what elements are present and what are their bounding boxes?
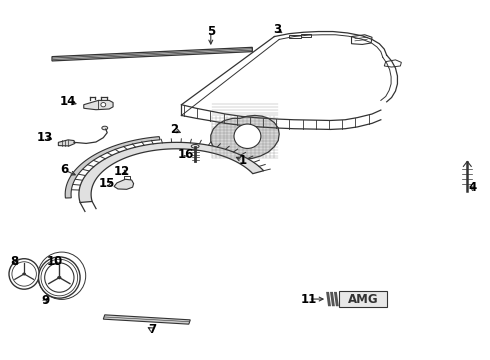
Polygon shape — [114, 179, 134, 189]
Text: 14: 14 — [60, 95, 76, 108]
Ellipse shape — [39, 257, 80, 298]
Text: 6: 6 — [60, 163, 68, 176]
Polygon shape — [79, 142, 264, 202]
Text: 9: 9 — [42, 294, 50, 307]
Polygon shape — [103, 315, 190, 324]
Polygon shape — [211, 116, 279, 159]
Ellipse shape — [102, 126, 108, 130]
Text: 5: 5 — [207, 25, 215, 38]
Polygon shape — [326, 292, 331, 306]
Ellipse shape — [9, 259, 39, 289]
Ellipse shape — [23, 273, 25, 275]
Polygon shape — [65, 136, 160, 198]
Ellipse shape — [45, 263, 74, 292]
Polygon shape — [58, 140, 75, 146]
Text: 4: 4 — [468, 181, 476, 194]
Ellipse shape — [58, 276, 61, 279]
Polygon shape — [330, 292, 335, 306]
Polygon shape — [384, 60, 401, 67]
Text: 3: 3 — [273, 23, 281, 36]
Ellipse shape — [101, 103, 106, 107]
Text: 16: 16 — [177, 148, 194, 161]
Text: 15: 15 — [99, 177, 116, 190]
Polygon shape — [334, 292, 339, 306]
Text: 2: 2 — [170, 123, 178, 136]
Polygon shape — [84, 100, 113, 110]
Polygon shape — [52, 47, 252, 61]
Polygon shape — [351, 35, 372, 44]
Text: 13: 13 — [37, 131, 53, 144]
Text: 8: 8 — [10, 255, 19, 268]
Ellipse shape — [191, 144, 199, 148]
Text: 10: 10 — [47, 255, 63, 268]
Text: 1: 1 — [239, 154, 246, 167]
Text: 7: 7 — [148, 323, 156, 336]
FancyBboxPatch shape — [339, 291, 387, 307]
Polygon shape — [301, 34, 311, 37]
Text: 12: 12 — [114, 165, 130, 177]
Text: 11: 11 — [300, 293, 317, 306]
Polygon shape — [289, 35, 301, 39]
Text: AMG: AMG — [347, 293, 378, 306]
Ellipse shape — [234, 124, 261, 148]
